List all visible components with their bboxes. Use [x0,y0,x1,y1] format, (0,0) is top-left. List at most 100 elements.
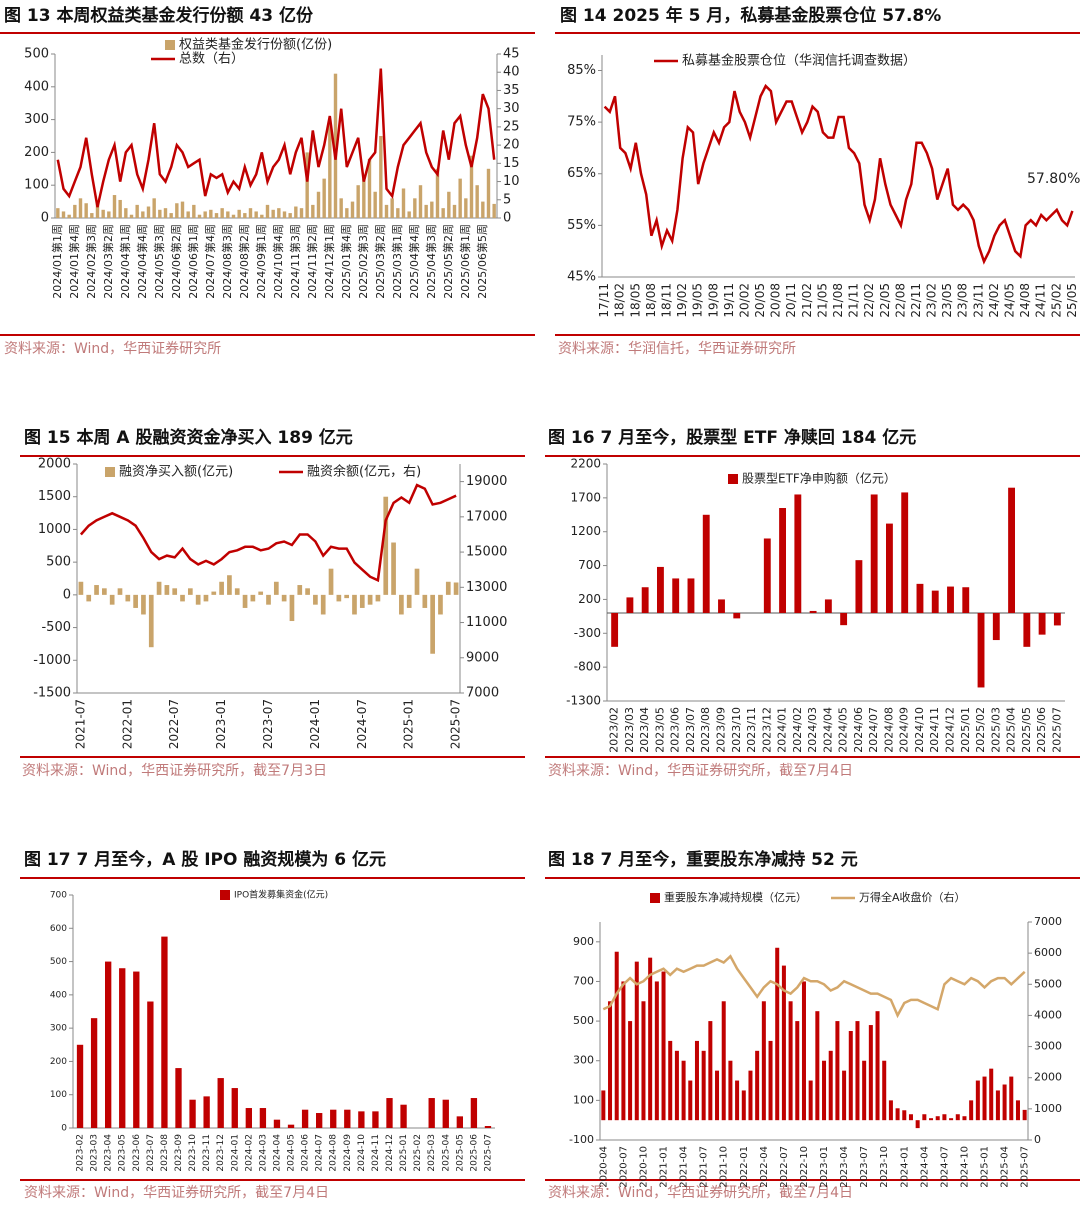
bar [901,492,909,613]
x-tick-label: 2023/04 [638,707,651,753]
chart-title: 图 15 本周 A 股融资资金净买入 189 亿元 [24,427,353,448]
bar [180,201,185,218]
y-tick-label: -100 [569,1133,594,1146]
bar [260,214,264,218]
bar [84,203,88,218]
bar [192,204,196,218]
y-tick-label: 1200 [570,524,601,538]
y-tick-label: 200 [578,592,601,606]
bar [117,588,123,595]
x-tick-label: 2023-06 [132,1134,142,1172]
x-tick-label: 2023-11 [202,1134,212,1172]
y-tick-label: 300 [573,1054,594,1067]
bar [245,1108,252,1128]
bar [424,204,428,218]
bar [922,1114,927,1121]
x-tick-label: 2024/10第4周 [271,224,285,299]
x-tick-label: 2024/12第1周 [322,224,336,299]
x-tick-label: 2023/09 [715,707,728,753]
bar [211,591,217,595]
x-tick-label: 2024/08第2周 [237,224,251,299]
x-tick-label: 2024-06 [301,1134,311,1172]
y-tick-label: 500 [46,555,71,570]
y-tick-label: -1500 [33,686,71,701]
line-series [79,483,457,583]
bar [1038,612,1046,635]
y2-tick-label: 30 [503,101,520,116]
x-tick-label: 2022-07 [167,699,181,749]
x-tick-label: 2024/01第4周 [67,224,81,299]
bar [297,585,303,595]
x-tick-label: 2024-07 [355,699,369,749]
legend-label: 权益类基金发行份额(亿份) [179,37,332,53]
bar [882,1060,887,1121]
bar [441,208,445,218]
x-tick-label: 21/05 [815,283,829,318]
x-tick-label: 2024-04 [919,1146,930,1188]
y2-tick-label: 11000 [466,615,507,630]
bar [189,1099,196,1128]
bar [217,1078,224,1128]
bar [373,191,377,218]
legend-label: 总数（右） [179,52,244,67]
x-tick-label: 2024/11第3周 [288,224,302,299]
y-tick-label: 100 [24,178,49,193]
bar [158,209,162,218]
bar [672,578,680,613]
bar [316,191,321,218]
legend-label: 股票型ETF净申购额（亿元） [742,471,896,486]
bar [359,594,365,608]
x-tick-label: 18/08 [644,283,658,318]
bar [133,971,140,1128]
x-tick-label: 20/02 [737,283,751,318]
x-tick-label: 2024/06 [852,707,865,753]
bar [733,612,741,619]
x-tick-label: 2024/04第1周 [118,224,132,299]
bar [105,961,112,1128]
bar [367,594,373,605]
bar [396,208,400,218]
bar [611,612,619,647]
x-tick-label: 2024/08第3周 [220,224,234,299]
bar [164,585,170,595]
bar [282,211,287,218]
x-tick-label: 17/11 [597,283,611,318]
bar [430,201,434,218]
chart-title: 图 13 本周权益类基金发行份额 43 亿份 [4,5,314,26]
bar [1009,1076,1014,1121]
x-tick-label: 2024/07 [867,707,880,753]
bar [234,588,240,595]
bar [135,204,139,218]
bar [916,583,924,613]
bar [794,494,802,613]
bar [995,1090,1000,1121]
bar [336,594,342,602]
x-tick-label: 2024/01 [776,707,789,753]
bar [656,566,664,613]
bar [969,1100,974,1121]
bar [955,1114,960,1121]
x-tick-label: 19/02 [675,283,689,318]
x-tick-label: 18/05 [628,283,642,318]
x-tick-label: 22/02 [862,283,876,318]
x-tick-label: 25/05 [1065,283,1079,318]
bar [407,211,411,218]
bar [203,1096,210,1128]
bar [288,213,292,218]
bar [129,214,134,218]
bar [90,213,94,218]
bar [855,1021,860,1121]
y2-tick-label: 6000 [1034,946,1062,959]
bar [809,610,817,613]
x-tick-label: 2024/03 [806,707,819,753]
bar [641,1001,646,1121]
x-tick-label: 2023-07 [859,1146,870,1188]
x-tick-label: 2024-09 [343,1134,353,1172]
x-tick-label: 23/05 [940,283,954,318]
bar [654,981,659,1121]
y-tick-label: -800 [574,660,601,674]
x-tick-label: 24/05 [1003,283,1017,318]
bar [375,594,381,602]
bar [311,204,315,218]
x-tick-label: 2023/07 [684,707,697,753]
